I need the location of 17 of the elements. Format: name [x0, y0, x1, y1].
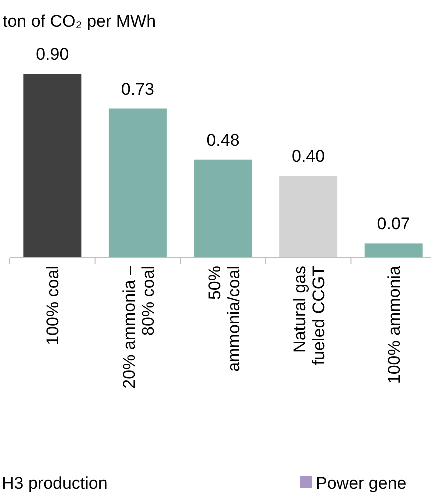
x-tick-label: 100% ammonia [384, 265, 404, 384]
data-label: 0.48 [206, 130, 240, 150]
bar [108, 108, 167, 258]
bar [364, 244, 423, 258]
text: H3 production [2, 474, 108, 493]
x-tick-label: 20% ammonia – 80% coal [120, 265, 158, 389]
bar [280, 176, 338, 258]
chart-title: ton of CO₂ per MWh [3, 12, 156, 31]
x-tick-label: 50% ammonia/coal [205, 266, 244, 372]
data-label: 0.73 [121, 80, 154, 99]
data-label: 0.90 [36, 45, 70, 64]
x-tick-label: 100% coal [44, 266, 63, 346]
data-label: 0.07 [377, 214, 410, 234]
text: Power gene [316, 474, 407, 493]
bar [194, 160, 252, 258]
bar [24, 74, 82, 258]
data-label: 0.40 [292, 147, 326, 166]
